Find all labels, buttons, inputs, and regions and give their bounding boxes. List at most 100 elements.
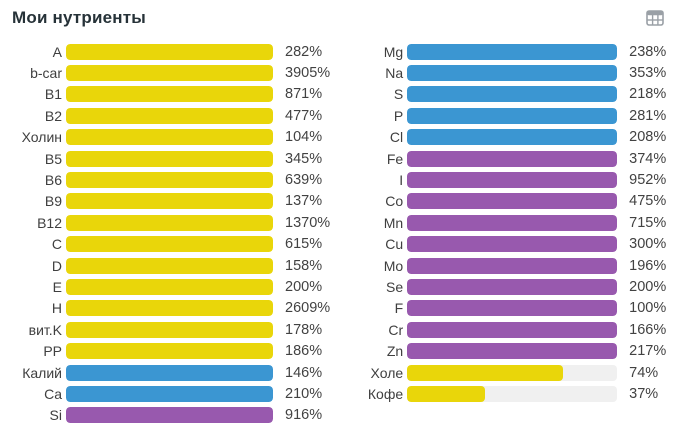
table-grid-icon [646,10,664,29]
bar-track [407,193,618,210]
bar-value: 715% [629,214,667,231]
bar-value: 2609% [285,300,331,317]
bar-track [66,236,273,253]
bar-row: B12 1370% [0,212,330,233]
bar-label: Mn [383,214,404,231]
bar-row: B6 639% [0,169,330,190]
bar-value: 218% [629,86,667,103]
bar-label: Калий [22,364,62,381]
bar-row: Холин 104% [0,127,330,148]
bar-track [66,321,273,338]
bar-label: B2 [44,107,62,124]
bar-label: B6 [44,172,62,189]
bar-fill [407,364,563,381]
bar-track [66,129,273,146]
bar-label: Ca [44,385,62,402]
bar-row: Co 475% [342,191,666,212]
bar-value: 158% [285,257,323,274]
bar-fill [407,343,618,360]
bar-fill [66,193,273,210]
bar-track [66,300,273,317]
bar-row: PP 186% [0,340,330,361]
bar-fill [66,343,273,360]
bar-value: 196% [629,257,667,274]
bar-fill [407,321,618,338]
bar-fill [407,107,618,124]
bar-fill [66,150,273,167]
bar-label: вит.K [28,321,62,338]
bar-fill [66,65,273,82]
bar-row: Na 353% [342,62,666,83]
bar-fill [66,407,273,424]
bar-label: Холе [370,364,404,381]
bar-row: Mo 196% [342,255,666,276]
bar-label: I [399,172,404,189]
bar-fill [407,278,618,295]
bar-row: Ca 210% [0,383,330,404]
bar-fill [66,172,273,189]
bar-row: P 281% [342,105,666,126]
bar-label: b-car [30,65,62,82]
bar-track [66,407,273,424]
bar-row: D 158% [0,255,330,276]
table-view-button[interactable] [646,10,664,26]
bar-row: Mn 715% [342,212,666,233]
bar-row: Cu 300% [342,234,666,255]
bar-label: Cl [389,129,404,146]
bar-value: 200% [285,278,323,295]
bar-label: C [51,236,62,253]
bar-track [407,129,618,146]
bar-track [66,107,273,124]
bar-value: 74% [629,364,659,381]
bar-row: Fe 374% [342,148,666,169]
bar-value: 615% [285,236,323,253]
bar-label: F [394,300,404,317]
bar-fill [66,278,273,295]
bar-label: Mg [383,43,404,60]
bar-track [66,385,273,402]
bar-row: F 100% [342,298,666,319]
bar-fill [407,172,618,189]
bar-fill [407,300,618,317]
bar-fill [407,65,618,82]
bar-value: 146% [285,364,323,381]
bar-label: S [393,86,404,103]
bar-value: 300% [629,236,667,253]
bar-label: B12 [37,214,62,231]
bar-label: E [52,278,62,295]
bar-track [407,257,618,274]
chart-column-right: Mg 238% Na 353% S 218% P 281% Cl [342,41,666,426]
bar-value: 374% [629,150,667,167]
bar-row: Кофе 37% [342,383,666,404]
bar-track [407,43,618,60]
bar-fill [66,236,273,253]
bar-value: 217% [629,343,667,360]
bar-track [407,321,618,338]
bar-fill [407,129,618,146]
bar-value: 100% [629,300,667,317]
bar-track [66,364,273,381]
bar-label: Mo [383,257,404,274]
bar-track [66,214,273,231]
bar-value: 208% [629,129,667,146]
bar-fill [66,43,273,60]
bar-fill [66,300,273,317]
bar-value: 282% [285,43,323,60]
bar-fill [66,257,273,274]
bar-fill [407,43,618,60]
bar-fill [407,214,618,231]
bar-row: b-car 3905% [0,62,330,83]
bar-label: P [393,107,404,124]
bar-fill [407,385,485,402]
bar-value: 952% [629,172,667,189]
bar-track [407,300,618,317]
bar-fill [66,86,273,103]
bar-label: B5 [44,150,62,167]
bar-row: Se 200% [342,276,666,297]
bar-row: B2 477% [0,105,330,126]
bar-fill [407,193,618,210]
bar-value: 238% [629,43,667,60]
bar-row: Zn 217% [342,340,666,361]
bar-label: Zn [386,343,404,360]
